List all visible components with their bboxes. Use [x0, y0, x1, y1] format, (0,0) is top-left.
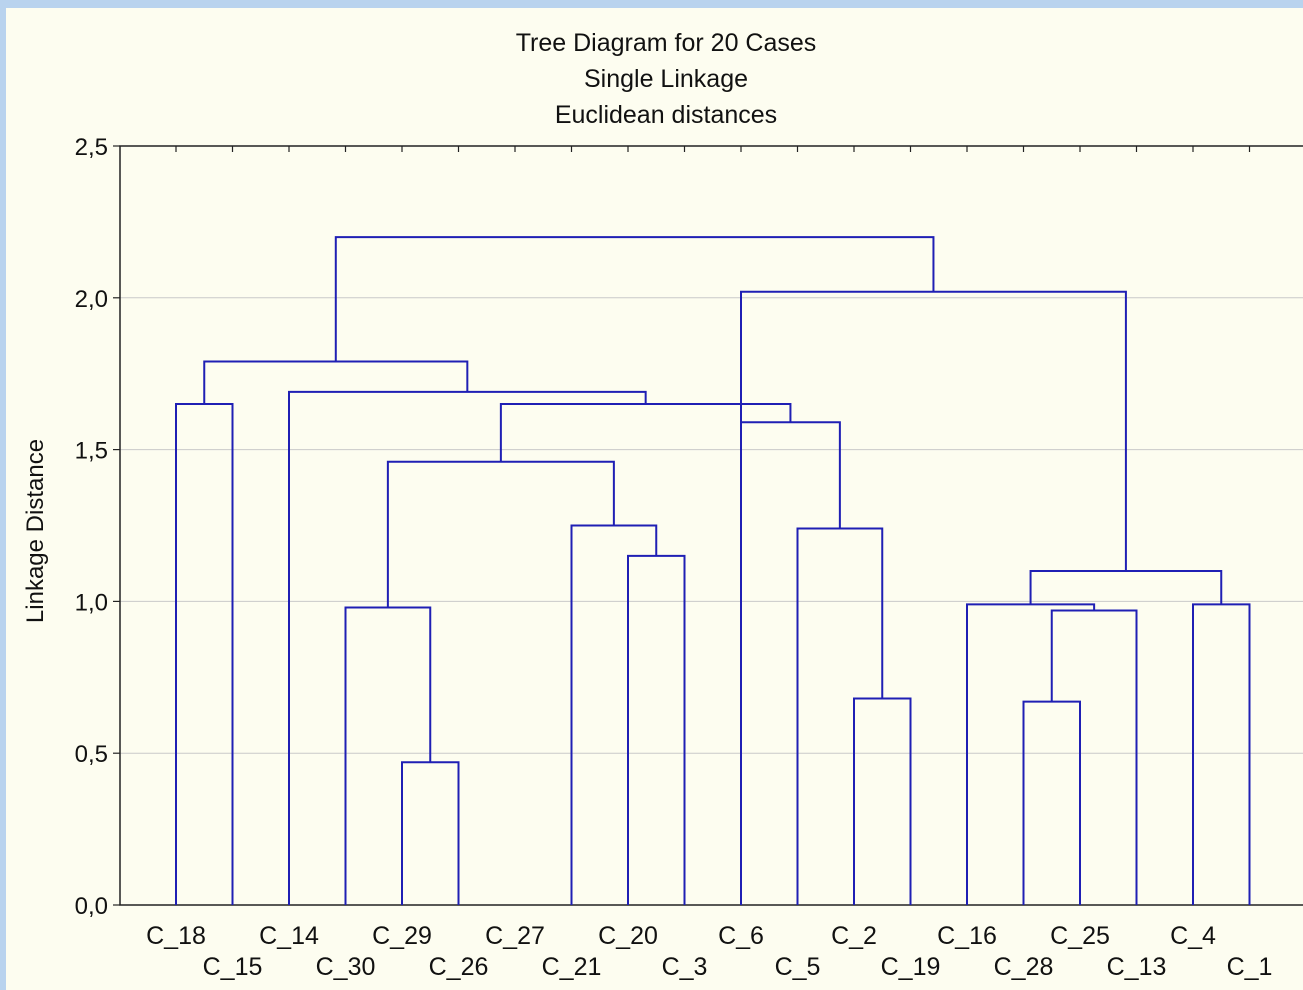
- gridlines: [120, 297, 1303, 754]
- chart-title: Tree Diagram for 20 Cases Single Linkage…: [516, 29, 817, 129]
- dendrogram-link: [1029, 570, 1223, 605]
- case-label: C_14: [259, 922, 319, 950]
- dendrogram-links: [175, 236, 1251, 905]
- y-axis-label: Linkage Distance: [22, 439, 49, 623]
- case-label: C_20: [598, 922, 658, 950]
- dendrogram-link: [853, 697, 912, 905]
- y-tick-label: 1,5: [75, 438, 108, 465]
- dendrogram-link: [203, 360, 469, 405]
- case-label: C_30: [316, 953, 376, 981]
- case-label: C_3: [662, 953, 708, 981]
- chart-window: Tree Diagram for 20 Cases Single Linkage…: [6, 8, 1303, 990]
- dendrogram-link: [966, 603, 1096, 905]
- case-label: C_25: [1050, 922, 1110, 950]
- y-tick-label: 0,5: [75, 741, 108, 768]
- y-tick-label: 2,5: [75, 134, 108, 161]
- case-label: C_19: [881, 953, 941, 981]
- y-tick-label: 0,0: [75, 893, 108, 920]
- case-label: C_2: [831, 922, 877, 950]
- dendrogram-link: [344, 606, 432, 905]
- case-labels: C_18 C_15 C_14 C_30 C_29 C_26 C_27 C_21 C_20C_3 C…: [146, 922, 1272, 981]
- dendrogram-link: [175, 403, 234, 905]
- dendrogram-link: [627, 554, 686, 905]
- dendrogram-link: [1192, 603, 1251, 905]
- case-label: C_28: [994, 953, 1054, 981]
- y-axis: 0,0 0,5 1,0 1,5 2,0 2,5: [75, 134, 120, 920]
- dendrogram-chart: Tree Diagram for 20 Cases Single Linkage…: [22, 29, 1303, 981]
- case-label: C_15: [203, 953, 263, 981]
- case-label: C_1: [1227, 953, 1273, 981]
- dendrogram-link: [288, 390, 647, 905]
- dendrogram-link: [740, 290, 1127, 905]
- dendrogram-link: [499, 403, 792, 462]
- dendrogram-link: [401, 761, 460, 905]
- case-label: C_18: [146, 922, 206, 950]
- dendrogram-link: [1050, 609, 1138, 905]
- case-label: C_16: [937, 922, 997, 950]
- title-line-3: Euclidean distances: [555, 101, 777, 129]
- case-label: C_4: [1170, 922, 1216, 950]
- case-label: C_21: [542, 953, 602, 981]
- y-tick-label: 1,0: [75, 589, 108, 616]
- plot-area: [119, 145, 1303, 906]
- dendrogram-link: [1022, 700, 1081, 905]
- case-label: C_6: [718, 922, 764, 950]
- dendrogram-link: [740, 421, 841, 905]
- title-line-2: Single Linkage: [584, 65, 748, 93]
- dendrogram-link: [570, 524, 658, 905]
- top-tick-marks: [175, 146, 1251, 152]
- dendrogram-link: [334, 236, 935, 362]
- case-label: C_26: [429, 953, 489, 981]
- case-label: C_5: [775, 953, 821, 981]
- case-label: C_29: [372, 922, 432, 950]
- dendrogram-link: [796, 527, 884, 905]
- case-label: C_27: [485, 922, 545, 950]
- case-label: C_13: [1107, 953, 1167, 981]
- title-line-1: Tree Diagram for 20 Cases: [516, 29, 817, 57]
- dendrogram-link: [386, 460, 615, 608]
- y-tick-label: 2,0: [75, 286, 108, 313]
